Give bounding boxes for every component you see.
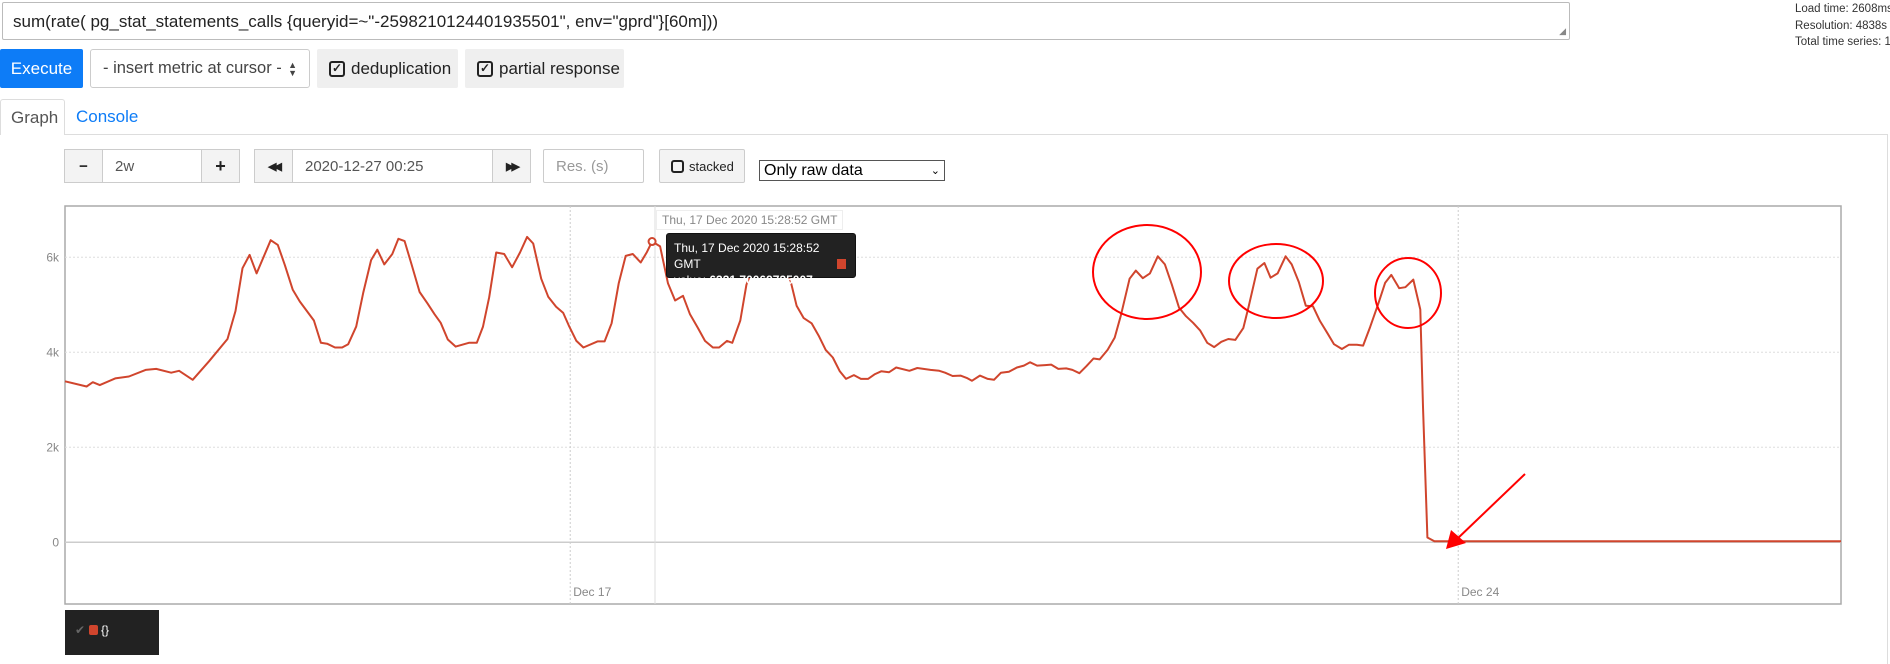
x-tick-label: Dec 17 [573,585,611,599]
graph-tooltip: Thu, 17 Dec 2020 15:28:52 GMT value: 633… [666,233,856,287]
resize-handle-icon[interactable]: ◢ [1559,26,1566,36]
fast-forward-icon: ▶▶ [506,160,520,173]
query-expression-input[interactable]: sum(rate( pg_stat_statements_calls {quer… [2,2,1570,40]
y-tick-label: 0 [52,535,59,549]
hover-time-label: Thu, 17 Dec 2020 15:28:52 GMT [656,210,844,230]
checkbox-checked-icon: ✓ [329,60,345,77]
legend-swatch [89,625,98,635]
annotation-circle [1228,243,1324,319]
range-value: 2w [115,157,135,175]
checkbox-unchecked-icon [671,159,684,173]
time-back-button[interactable]: ◀◀ [254,149,293,183]
total-time-series: Total time series: 1 [1795,36,1890,48]
stacked-label: stacked [689,158,734,174]
y-tick-label: 4k [46,345,60,359]
data-mode-value: Only raw data [764,162,863,179]
series-line[interactable] [64,235,1841,543]
resolution-input[interactable]: Res. (s) [543,149,644,183]
range-decrease-button[interactable]: − [64,149,103,183]
deduplication-label: deduplication [351,58,452,78]
tooltip-time: Thu, 17 Dec 2020 15:28:52 GMT [674,241,820,271]
chevron-down-icon: ⌄ [930,165,940,177]
arrow-head-icon [1446,530,1466,549]
plot-area [64,205,1842,605]
fast-backward-icon: ◀◀ [268,160,282,173]
query-expression-text: sum(rate( pg_stat_statements_calls {quer… [13,12,719,31]
annotations [1092,224,1526,549]
tooltip-value: 6331.70069735007 [709,273,813,287]
deduplication-toggle[interactable]: ✓ deduplication [317,49,458,88]
annotation-circle [1374,257,1442,329]
insert-metric-select[interactable]: - insert metric at cursor - ▲ ▼ [90,49,310,88]
execute-button[interactable]: Execute [0,49,83,88]
y-tick-label: 2k [46,440,60,454]
tab-console[interactable]: Console [76,107,139,126]
resolution-info: Resolution: 4838s [1795,20,1888,32]
y-tick-label: 6k [46,250,60,264]
annotation-circle [1092,224,1202,320]
insert-metric-label: - insert metric at cursor - [103,59,282,77]
data-mode-select[interactable]: Only raw data ⌄ [759,160,945,181]
checkbox-checked-icon: ✓ [477,60,493,77]
end-time-value: 2020-12-27 00:25 [305,157,424,175]
tooltip-value-label: value: [674,273,707,287]
partial-response-toggle[interactable]: ✓ partial response [465,49,624,88]
annotation-arrow [1455,473,1526,541]
legend-item-label[interactable]: {} [101,623,110,637]
partial-response-label: partial response [499,58,620,78]
select-arrows-icon: ▲ ▼ [288,60,297,78]
check-icon[interactable]: ✔ [75,623,86,637]
stacked-toggle[interactable]: stacked [659,149,745,183]
load-time: Load time: 2608ms [1795,3,1890,15]
tab-graph[interactable]: Graph [0,99,65,135]
legend: ✔ {} [65,610,159,655]
time-forward-button[interactable]: ▶▶ [492,149,531,183]
series-swatch [837,259,846,269]
graph-panel [64,134,1888,664]
x-tick-label: Dec 24 [1461,585,1499,599]
resolution-placeholder: Res. (s) [556,157,609,175]
hover-point [647,237,657,247]
range-increase-button[interactable]: + [201,149,240,183]
